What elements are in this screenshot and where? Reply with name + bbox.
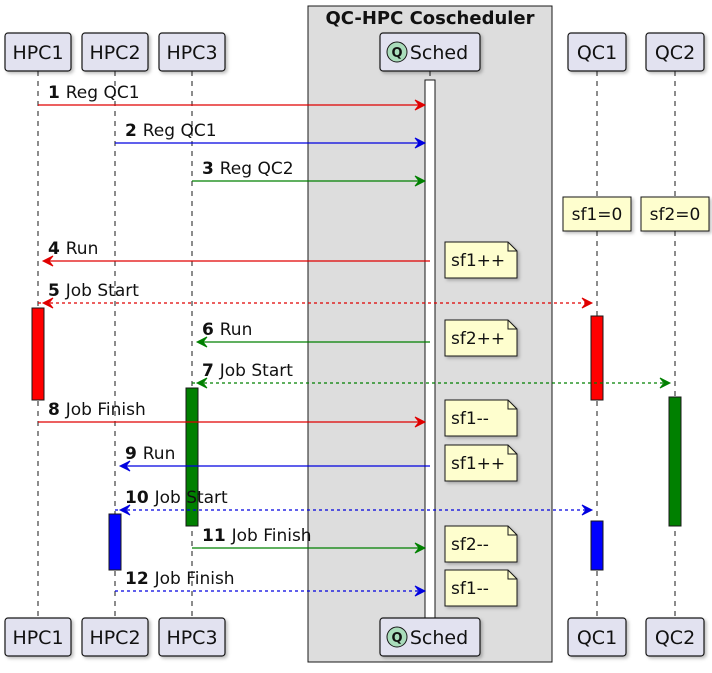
message-7: 7 Job Start <box>192 361 672 389</box>
state-note-qc1: sf1=0 <box>562 196 632 232</box>
activation-bar-hpc2 <box>108 513 122 571</box>
note-text: sf1=0 <box>572 205 623 225</box>
participant-hpc3-top[interactable]: HPC3 <box>158 32 226 72</box>
participant-label: QC1 <box>577 42 617 64</box>
participant-label: QC2 <box>655 42 695 64</box>
note-12: sf1-- <box>444 569 518 607</box>
message-2: 2 Reg QC1 <box>115 121 427 149</box>
svg-text:Q: Q <box>391 631 402 646</box>
note-6: sf2++ <box>444 319 518 357</box>
participant-qc2-bottom[interactable]: QC2 <box>645 617 705 657</box>
message-label: 5 Job Start <box>48 281 139 301</box>
note-9: sf1++ <box>444 444 518 482</box>
message-label: 3 Reg QC2 <box>202 159 294 179</box>
participant-label: HPC1 <box>12 627 63 649</box>
activation-bar-qc1 <box>590 520 604 571</box>
message-label: 8 Job Finish <box>48 400 146 420</box>
message-11: 11 Job Finish <box>192 526 427 554</box>
participant-label: HPC2 <box>89 627 140 649</box>
activation-bar-sched <box>424 79 436 619</box>
participant-hpc3-bottom[interactable]: HPC3 <box>158 617 226 657</box>
message-label: 9 Run <box>125 444 175 464</box>
participant-label: HPC1 <box>12 42 63 64</box>
participant-label: QC1 <box>577 627 617 649</box>
state-note-qc2: sf2=0 <box>640 196 710 232</box>
message-1: 1 Reg QC1 <box>38 83 427 111</box>
activation-bar-qc2 <box>668 396 682 527</box>
note-text: sf1-- <box>451 409 489 429</box>
message-3: 3 Reg QC2 <box>192 159 427 187</box>
note-4: sf1++ <box>444 241 518 279</box>
participant-qc1-bottom[interactable]: QC1 <box>567 617 627 657</box>
participant-sched-bottom[interactable]: Q Sched <box>379 617 481 657</box>
note-text: sf1++ <box>451 454 505 474</box>
participant-sched-top[interactable]: Q Sched <box>379 32 481 72</box>
message-4: 4 Run <box>41 239 430 267</box>
message-8: 8 Job Finish <box>38 400 427 428</box>
message-label: 6 Run <box>202 320 252 340</box>
activation-bar-hpc1 <box>31 307 45 401</box>
participant-qc2-top[interactable]: QC2 <box>645 32 705 72</box>
participant-hpc1-bottom[interactable]: HPC1 <box>4 617 72 657</box>
message-label: 1 Reg QC1 <box>48 83 140 103</box>
svg-text:Q: Q <box>391 46 402 61</box>
queue-badge-icon: Q <box>386 41 408 63</box>
participant-label: HPC2 <box>89 42 140 64</box>
note-text: sf2-- <box>451 535 489 555</box>
participant-label: HPC3 <box>166 627 217 649</box>
message-label: 2 Reg QC1 <box>125 121 217 141</box>
activation-bar-qc1 <box>590 315 604 401</box>
message-label: 10 Job Start <box>125 488 228 508</box>
box-title: QC-HPC Coscheduler <box>325 8 534 29</box>
note-text: sf1-- <box>451 579 489 599</box>
participant-label: HPC3 <box>166 42 217 64</box>
message-5: 5 Job Start <box>38 281 594 309</box>
participant-qc1-top[interactable]: QC1 <box>567 32 627 72</box>
participant-label: Sched <box>410 42 468 64</box>
participant-hpc2-top[interactable]: HPC2 <box>81 32 149 72</box>
note-text: sf2=0 <box>650 205 701 225</box>
note-11: sf2-- <box>444 525 518 563</box>
message-12: 12 Job Finish <box>115 569 427 597</box>
message-label: 7 Job Start <box>202 361 293 381</box>
message-label: 4 Run <box>48 239 98 259</box>
participant-hpc2-bottom[interactable]: HPC2 <box>81 617 149 657</box>
message-label: 12 Job Finish <box>125 569 235 589</box>
participant-label: Sched <box>410 627 468 649</box>
message-9: 9 Run <box>118 444 430 472</box>
note-text: sf1++ <box>451 251 505 271</box>
message-label: 11 Job Finish <box>202 526 312 546</box>
note-text: sf2++ <box>451 329 505 349</box>
message-10: 10 Job Start <box>115 488 594 516</box>
participant-hpc1-top[interactable]: HPC1 <box>4 32 72 72</box>
participant-label: QC2 <box>655 627 695 649</box>
queue-badge-icon: Q <box>386 626 408 648</box>
message-6: 6 Run <box>195 320 430 348</box>
note-8: sf1-- <box>444 399 518 437</box>
